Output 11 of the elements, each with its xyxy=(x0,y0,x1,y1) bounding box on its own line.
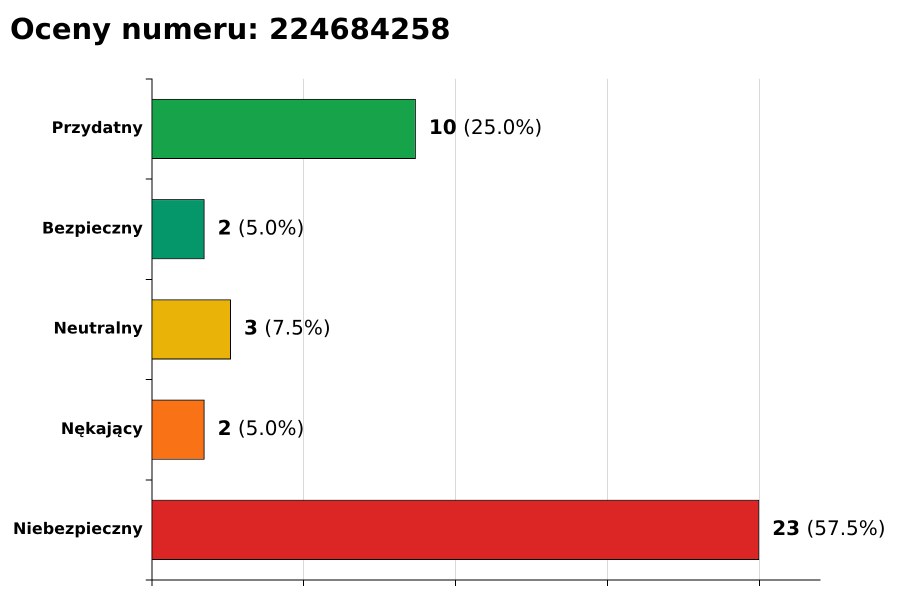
y-tick-label: Bezpieczny xyxy=(42,218,144,238)
data-label: 2 (5.0%) xyxy=(218,215,304,240)
data-label: 3 (7.5%) xyxy=(244,316,331,340)
y-tick-label: Nękający xyxy=(60,418,144,438)
y-tick-label: Niebezpieczny xyxy=(13,519,144,538)
data-label: 2 (5.0%) xyxy=(218,416,304,440)
chart-title: Oceny numeru: 224684258 xyxy=(10,12,451,46)
y-tick-label: Neutralny xyxy=(53,318,144,338)
data-label: 23 (57.5%) xyxy=(772,516,886,540)
y-tick-label: Przydatny xyxy=(52,118,144,138)
data-label: 10 (25.0%) xyxy=(428,115,542,140)
